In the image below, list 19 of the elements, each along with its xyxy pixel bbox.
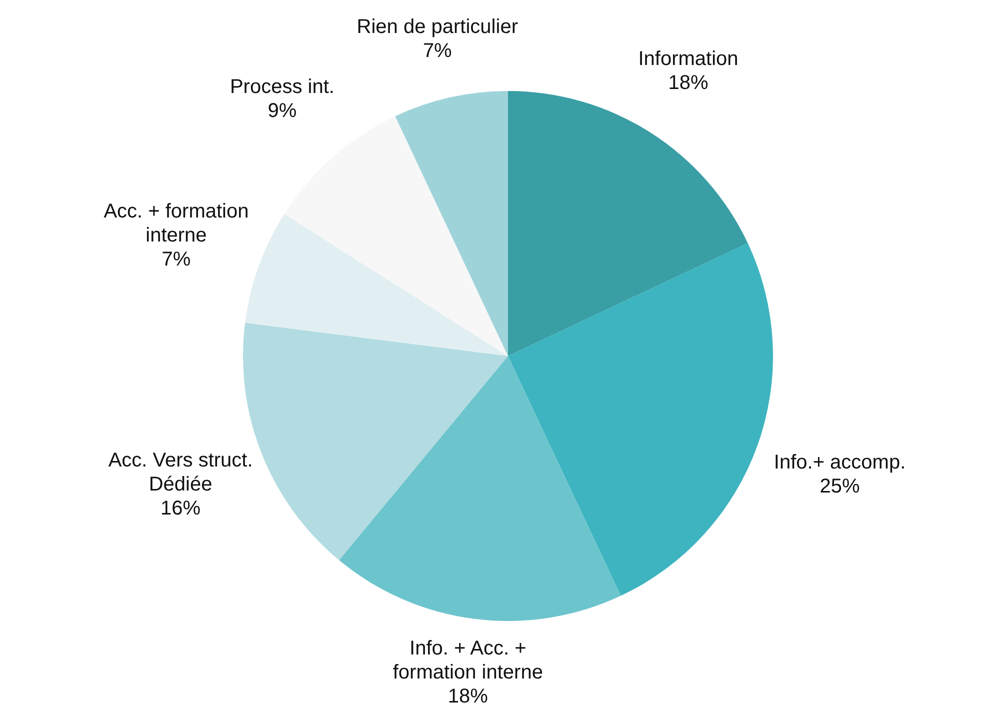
pie-slice (395, 91, 508, 356)
data-label: 9% (268, 100, 297, 122)
data-label: 7% (422, 40, 452, 62)
data-label: 18% (668, 72, 708, 94)
data-label: 7% (162, 248, 191, 271)
slice-label: Info. + Acc. + formation interne (392, 638, 543, 684)
slice-label: Information (638, 48, 738, 70)
slice-label: Info.+ accomp. (774, 452, 906, 474)
slice-label: Acc. + formation interne (104, 200, 249, 247)
slice-label: Process int. (230, 76, 334, 98)
slice-label: Rien de particulier (356, 16, 518, 38)
pie-slice (508, 91, 748, 356)
data-label: 18% (448, 686, 488, 708)
data-label: 25% (820, 476, 860, 498)
pie-slice (508, 243, 773, 596)
slice-label: Acc. Vers struct. Dédiée (108, 450, 253, 496)
pie-slice (284, 116, 508, 356)
pie-slice (339, 356, 621, 620)
data-label: 16% (160, 498, 201, 520)
